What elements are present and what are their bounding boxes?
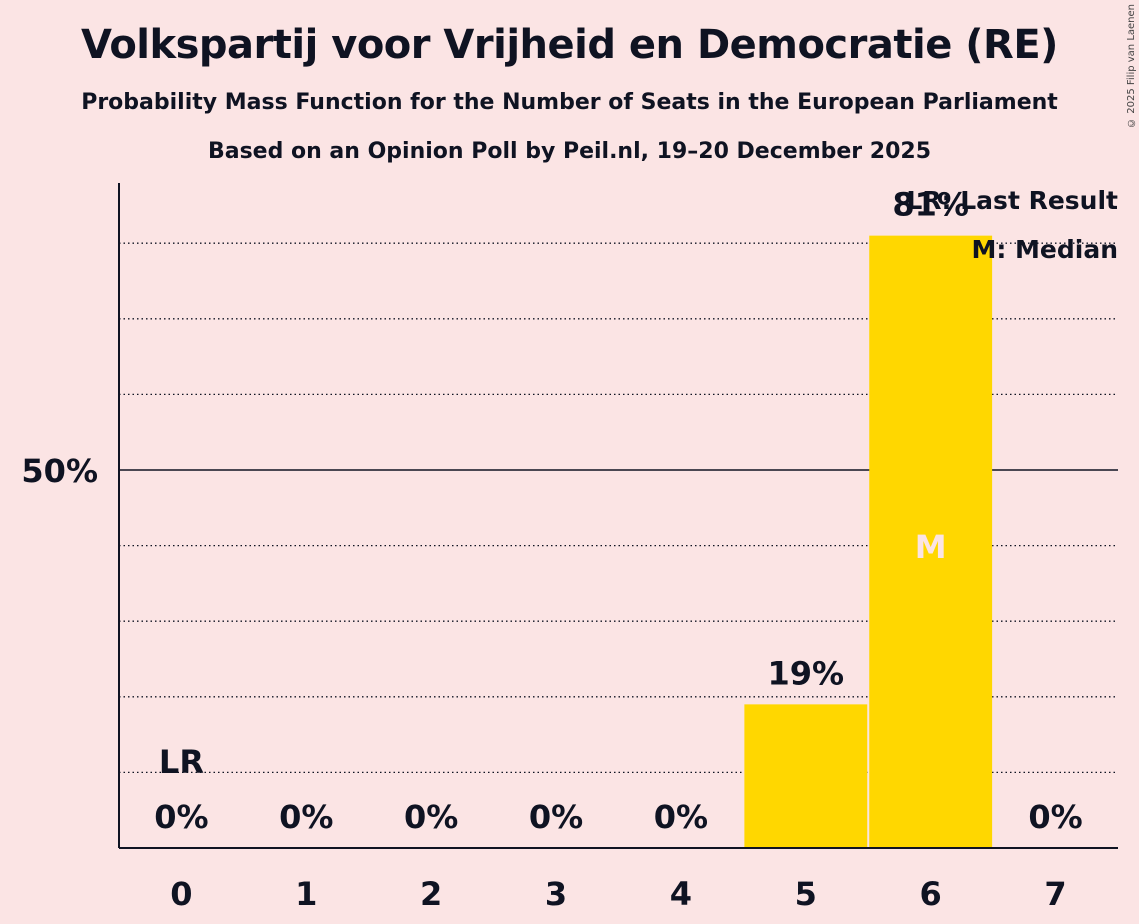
data-label-seat-6: 81%: [892, 186, 969, 224]
x-tick-label: 3: [545, 875, 567, 913]
x-tick-label: 7: [1044, 875, 1066, 913]
x-tick-label: 6: [920, 875, 942, 913]
data-label-seat-0: 0%: [154, 798, 208, 836]
chart-subtitle: Probability Mass Function for the Number…: [81, 90, 1058, 115]
y-tick-label: 50%: [21, 452, 98, 490]
last-result-marker: LR: [159, 743, 204, 781]
legend-entry: M: Median: [971, 235, 1118, 264]
legend-entry: LR: Last Result: [906, 186, 1118, 215]
x-tick-label: 1: [295, 875, 317, 913]
data-label-seat-5: 19%: [768, 654, 845, 692]
chart-source-line: Based on an Opinion Poll by Peil.nl, 19–…: [207, 139, 932, 164]
data-label-seat-2: 0%: [404, 798, 458, 836]
data-label-seat-1: 0%: [279, 798, 333, 836]
data-label-seat-3: 0%: [529, 798, 583, 836]
x-tick-label: 0: [170, 875, 192, 913]
chart-title: Volkspartij voor Vrijheid en Democratie …: [81, 22, 1058, 68]
median-marker: M: [915, 528, 947, 566]
data-label-seat-4: 0%: [654, 798, 708, 836]
x-tick-label: 5: [795, 875, 817, 913]
bar-seat-6: [869, 235, 993, 848]
bar-seat-5: [744, 704, 868, 848]
x-tick-label: 4: [670, 875, 692, 913]
data-label-seat-7: 0%: [1028, 798, 1082, 836]
x-tick-label: 2: [420, 875, 442, 913]
